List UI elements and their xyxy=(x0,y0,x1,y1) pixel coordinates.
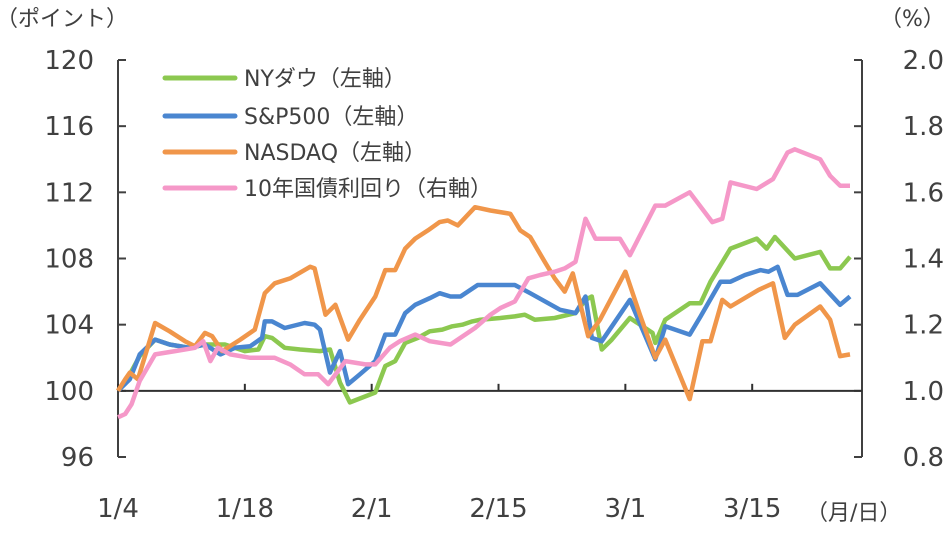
left-tick-label: 112 xyxy=(44,178,94,208)
x-tick-label: 3/1 xyxy=(604,494,646,524)
series-lines xyxy=(116,147,852,420)
legend-label: NYダウ（左軸） xyxy=(244,67,406,92)
x-tick-label: 1/4 xyxy=(97,494,139,524)
right-tick-label: 1.6 xyxy=(903,178,944,208)
x-tick-label: 2/15 xyxy=(469,494,527,524)
series-line-2 xyxy=(116,204,851,402)
left-tick-label: 120 xyxy=(44,46,94,76)
series-line-0 xyxy=(116,234,852,405)
x-tick-label: 1/18 xyxy=(216,494,274,524)
left-tick-label: 100 xyxy=(44,377,94,407)
x-tick-label: 3/15 xyxy=(723,494,781,524)
legend: NYダウ（左軸） S&P500（左軸） NASDAQ（左軸） 10年国債利回り（右軸） xyxy=(162,67,492,202)
right-tick-label: 2.0 xyxy=(903,46,944,76)
legend-label: NASDAQ（左軸） xyxy=(244,141,426,166)
legend-label: 10年国債利回り（右軸） xyxy=(244,177,492,202)
right-tick-label: 1.8 xyxy=(903,112,944,142)
legend-label: S&P500（左軸） xyxy=(244,105,418,130)
x-axis-unit-label: （月/日） xyxy=(806,501,901,526)
series-line-1 xyxy=(116,264,852,393)
right-tick-label: 1.0 xyxy=(903,377,944,407)
left-axis-unit-label: （ポイント） xyxy=(0,7,128,32)
right-tick-label: 0.8 xyxy=(903,443,944,473)
left-tick-label: 104 xyxy=(44,311,94,341)
left-tick-label: 96 xyxy=(61,443,94,473)
axes: 96 100 104 108 112 116 120 0.8 1.0 1.2 1.4 1.6 1.8 2.… xyxy=(44,46,944,524)
left-tick-label: 108 xyxy=(44,245,94,275)
right-tick-label: 1.2 xyxy=(903,311,944,341)
series-line-3 xyxy=(117,147,850,420)
left-tick-label: 116 xyxy=(44,112,94,142)
right-tick-label: 1.4 xyxy=(903,245,944,275)
right-axis-unit-label: （%） xyxy=(880,7,945,32)
x-tick-label: 2/1 xyxy=(351,494,393,524)
